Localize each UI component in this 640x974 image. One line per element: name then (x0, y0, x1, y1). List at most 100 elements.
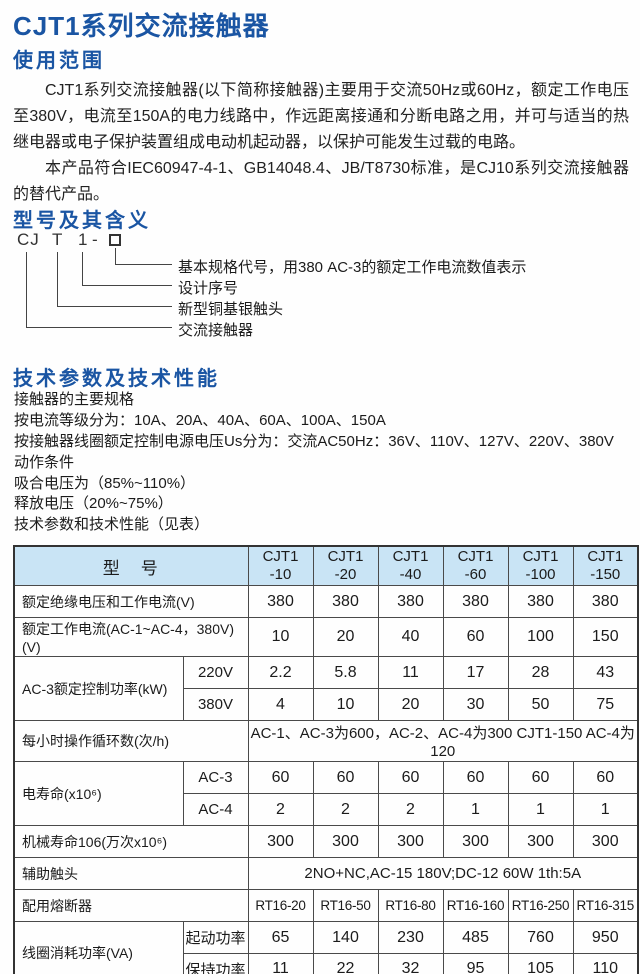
cell-value: 60 (312, 761, 379, 794)
col-header-model: 型 号 (13, 545, 249, 586)
sub-label: 220V (182, 656, 249, 689)
cell-value: 380 (442, 585, 509, 618)
cell-value: 1 (507, 793, 574, 826)
model-label-spec: 基本规格代号，用380 AC-3的额定工作电流数值表示 (178, 259, 527, 276)
model-name: CJT1 (262, 548, 299, 565)
spec-line: 释放电压（20%~75%） (14, 495, 173, 513)
model-name: CJT1 (587, 548, 624, 565)
model-size: -100 (525, 566, 556, 583)
col-header-cjt1-10: CJT1 -10 (247, 545, 314, 586)
cell-value: 380 (247, 585, 314, 618)
model-label-type: 交流接触器 (178, 322, 254, 339)
cell-value: 5.8 (312, 656, 379, 689)
usage-paragraphs: CJT1系列交流接触器(以下简称接触器)主要用于交流50Hz或60Hz，额定工作… (13, 78, 629, 208)
connector-line (26, 252, 172, 328)
cell-value: 2 (247, 793, 314, 826)
cell-value: 60 (377, 761, 444, 794)
spec-line: 接触器的主要规格 (14, 391, 135, 408)
cell-value: 105 (507, 953, 574, 974)
model-size: -20 (334, 566, 357, 583)
cell-value: 300 (572, 825, 639, 858)
row-label: 额定绝缘电压和工作电流(V) (13, 585, 249, 618)
cell-value: 20 (377, 688, 444, 721)
sub-label: 保持功率 (182, 953, 249, 974)
model-code-cj: CJ (17, 230, 40, 249)
cell-value: 485 (442, 921, 509, 954)
col-header-cjt1-20: CJT1 -20 (312, 545, 379, 586)
cell-value: 760 (507, 921, 574, 954)
table-header-row: 型 号 CJT1 -10 CJT1 -20 CJT1 -40 CJT1 -60 CJT1… (13, 545, 639, 586)
sub-label: 起动功率 (182, 921, 249, 954)
usage-paragraph: CJT1系列交流接触器(以下简称接触器)主要用于交流50Hz或60Hz，额定工作… (13, 82, 629, 151)
cell-value: 380 (572, 585, 639, 618)
usage-heading: 使用范围 (13, 50, 105, 72)
cell-value: 75 (572, 688, 639, 721)
model-code-t: T (52, 230, 64, 249)
cell-value: 40 (377, 617, 444, 657)
spec-line: 吸合电压为（85%~110%） (14, 474, 196, 492)
cell-merged-value: 2NO+NC,AC-15 180V;DC-12 60W 1th:5A (247, 857, 639, 890)
cell-value: 95 (442, 953, 509, 974)
cell-value: RT16-250 (507, 889, 574, 922)
row-fuse: 配用熔断器 RT16-20 RT16-50 RT16-80 RT16-160 R… (13, 889, 639, 922)
row-coil-power-hold: 保持功率 11 22 32 95 105 110 (14, 953, 639, 974)
model-code-dash: - (92, 230, 99, 249)
row-ac3-power-380v: 380V 4 10 20 30 50 75 (14, 688, 639, 721)
model-size: -10 (269, 566, 292, 583)
model-label-design: 设计序号 (178, 280, 239, 297)
cell-value: 10 (312, 688, 379, 721)
row-label: 每小时操作循环数(次/h) (13, 720, 249, 762)
cell-value: 380 (507, 585, 574, 618)
model-size: -150 (590, 566, 621, 583)
row-label: 机械寿命106(万次x10⁶) (13, 825, 249, 858)
spec-line: 动作条件 (14, 453, 75, 471)
cell-merged-value: AC-1、AC-3为600，AC-2、AC-4为300 CJT1-150 AC-… (247, 720, 639, 762)
cell-value: 60 (572, 761, 639, 794)
cell-value: 300 (377, 825, 444, 858)
cell-value: 300 (247, 825, 314, 858)
cell-value: 2 (312, 793, 379, 826)
cell-value: 1 (572, 793, 639, 826)
row-cycles: 每小时操作循环数(次/h) AC-1、AC-3为600，AC-2、AC-4为30… (13, 720, 639, 762)
cell-value: 20 (312, 617, 379, 657)
cell-value: 65 (247, 921, 314, 954)
sub-label: 380V (182, 688, 249, 721)
row-elec-life-ac3: 电寿命(x10⁶) AC-3 60 60 60 60 60 60 (13, 761, 639, 826)
cell-value: RT16-50 (312, 889, 379, 922)
cell-value: 300 (507, 825, 574, 858)
cell-value: 380 (377, 585, 444, 618)
row-aux-contact: 辅助触头 2NO+NC,AC-15 180V;DC-12 60W 1th:5A (13, 857, 639, 890)
cell-value: 110 (572, 953, 639, 974)
cell-value: 50 (507, 688, 574, 721)
row-label: 电寿命(x10⁶) (13, 761, 184, 826)
model-label-contact: 新型铜基银触头 (178, 301, 284, 318)
cell-value: 11 (247, 953, 314, 974)
row-label: 配用熔断器 (13, 889, 249, 922)
spec-line: 按电流等级分为：10A、20A、40A、60A、100A、150A (14, 411, 386, 429)
cell-value: RT16-315 (572, 889, 639, 922)
cell-value: 22 (312, 953, 379, 974)
connector-line (57, 252, 172, 307)
model-name: CJT1 (457, 548, 494, 565)
row-insulation: 额定绝缘电压和工作电流(V) 380 380 380 380 380 380 (13, 585, 639, 618)
cell-value: 60 (442, 617, 509, 657)
cell-value: 2.2 (247, 656, 314, 689)
cell-value: 300 (312, 825, 379, 858)
model-name: CJT1 (392, 548, 429, 565)
col-header-cjt1-100: CJT1 -100 (507, 545, 574, 586)
row-label: 额定工作电流(AC-1~AC-4，380V)(V) (13, 617, 249, 657)
cell-value: 2 (377, 793, 444, 826)
cell-value: 230 (377, 921, 444, 954)
model-size-placeholder-box (109, 234, 121, 246)
row-ac3-power-220v: AC-3额定控制功率(kW) 220V 2.2 5.8 11 17 28 43 (13, 656, 639, 721)
connector-line (115, 248, 172, 265)
col-header-cjt1-40: CJT1 -40 (377, 545, 444, 586)
model-size: -60 (464, 566, 487, 583)
col-header-cjt1-150: CJT1 -150 (572, 545, 639, 586)
row-mech-life: 机械寿命106(万次x10⁶) 300 300 300 300 300 300 (13, 825, 639, 858)
usage-paragraph: 本产品符合IEC60947-4-1、GB14048.4、JB/T8730标准，是… (13, 160, 629, 203)
model-name: CJT1 (327, 548, 364, 565)
col-header-cjt1-60: CJT1 -60 (442, 545, 509, 586)
cell-value: 60 (442, 761, 509, 794)
row-coil-power-start: 线圈消耗功率(VA) 起动功率 65 140 230 485 760 950 (13, 921, 639, 974)
